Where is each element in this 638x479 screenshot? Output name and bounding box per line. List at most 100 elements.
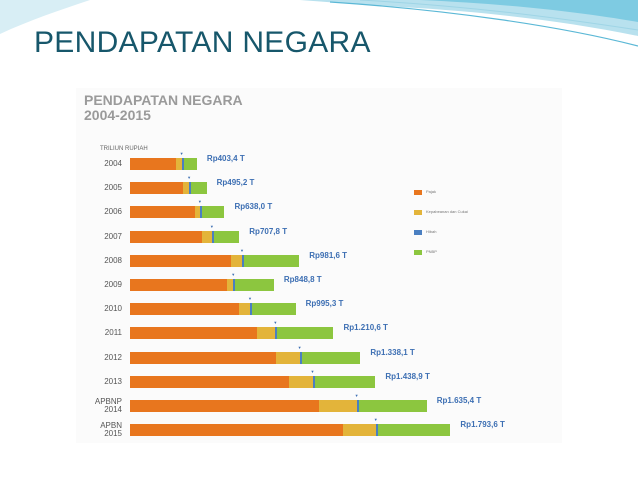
bar-segment-hibah <box>249 303 252 316</box>
legend-label: PNBP <box>426 249 437 254</box>
stacked-bar <box>130 182 207 195</box>
bar-segment-kep <box>239 303 250 316</box>
bar-segment-pnbp <box>183 158 197 170</box>
total-label: Rp1.338,1 T <box>370 347 415 357</box>
bar-segment-kep <box>319 400 357 412</box>
bar-segment-pajak <box>130 158 176 170</box>
legend-item: Pajak <box>414 188 468 196</box>
bar-segment-hibah <box>181 158 184 170</box>
hibah-marker: ▼ <box>354 393 359 398</box>
bar-segment-pnbp <box>244 254 300 267</box>
total-label: Rp1.438,9 T <box>385 371 430 381</box>
bar-segment-kep <box>275 351 300 364</box>
bar-segment-pnbp <box>191 182 207 195</box>
unit-label: TRILIUN RUPIAH <box>100 146 148 152</box>
year-label: 2004 <box>104 159 122 168</box>
stacked-bar <box>130 279 274 291</box>
year-label: 2008 <box>104 255 122 265</box>
legend-swatch <box>414 229 422 235</box>
total-label: Rp1.210,6 T <box>343 323 388 333</box>
hibah-marker: ▼ <box>310 368 315 374</box>
total-label: Rp495,2 T <box>216 178 255 188</box>
total-label: Rp1.793,6 T <box>460 420 505 430</box>
stacked-bar <box>130 230 240 243</box>
year-label: APBNP 2014 <box>94 397 122 414</box>
bar-segment-pajak <box>130 279 227 291</box>
hibah-marker: ▼ <box>179 151 184 156</box>
bar-segment-hibah <box>242 254 244 267</box>
slide-header-waves <box>0 0 638 47</box>
stacked-bar <box>130 254 300 267</box>
bar-segment-kep <box>230 254 242 267</box>
bar-segment-pnbp <box>314 375 376 388</box>
legend-label: Pajak <box>426 189 437 194</box>
bar-segment-pnbp <box>301 351 361 364</box>
bar-segment-pajak <box>130 206 195 219</box>
year-label: APBN 2015 <box>100 421 122 439</box>
bar-segment-kep <box>194 206 200 219</box>
total-label: Rp403,4 T <box>206 154 245 163</box>
bar-segment-pnbp <box>358 400 427 412</box>
bar-segment-hibah <box>356 400 359 412</box>
year-label: 2007 <box>104 231 122 241</box>
stacked-bar <box>130 424 451 437</box>
year-label: 2006 <box>104 207 122 217</box>
bar-segment-pnbp <box>201 206 225 219</box>
legend-swatch <box>414 249 422 255</box>
year-label: 2011 <box>104 328 122 338</box>
year-label: 2009 <box>104 280 122 289</box>
bar-segment-pajak <box>130 327 258 340</box>
bar-segment-pajak <box>130 400 320 412</box>
year-label: 2012 <box>104 352 122 362</box>
stacked-bar <box>130 158 197 170</box>
legend-label: Kepabeanan dan Cukai <box>426 209 468 214</box>
stacked-bar <box>130 303 296 316</box>
bar-segment-pajak <box>130 424 344 437</box>
bar-segment-kep <box>202 230 212 243</box>
legend-label: Hibah <box>426 229 437 234</box>
year-label: 2005 <box>104 183 122 193</box>
bar-segment-pajak <box>130 375 289 388</box>
bar-segment-pajak <box>130 254 231 267</box>
bar-segment-hibah <box>312 375 315 388</box>
legend-item: Kepabeanan dan Cukai <box>414 208 468 216</box>
chart-title: PENDAPATAN NEGARA <box>84 92 243 108</box>
stacked-bar <box>130 400 427 412</box>
bar-segment-pajak <box>130 351 276 364</box>
legend: Pajak Kepabeanan dan Cukai Hibah PNBP <box>414 188 468 268</box>
hibah-marker: ▼ <box>187 175 192 181</box>
legend-swatch <box>414 189 422 195</box>
year-label: 2013 <box>104 376 122 386</box>
total-label: Rp981,6 T <box>309 250 348 260</box>
hibah-marker: ▼ <box>231 272 236 277</box>
bar-segment-kep <box>257 327 276 340</box>
bar-segment-pajak <box>130 230 203 243</box>
bar-segment-pnbp <box>235 279 274 291</box>
total-label: Rp638,0 T <box>234 202 273 212</box>
bar-segment-kep <box>226 279 234 291</box>
bar-segment-hibah <box>233 279 236 291</box>
bar-segment-hibah <box>275 327 278 340</box>
hibah-marker: ▼ <box>247 296 252 302</box>
stacked-bar <box>130 375 376 388</box>
year-label: 2010 <box>104 304 122 314</box>
bar-segment-hibah <box>375 424 378 437</box>
total-label: Rp707,8 T <box>249 226 288 236</box>
stacked-bar <box>130 206 225 219</box>
chart-subtitle: 2004-2015 <box>84 107 151 123</box>
bar-segment-kep <box>288 375 313 388</box>
bar-segment-pnbp <box>277 327 334 340</box>
total-label: Rp848,8 T <box>283 275 322 284</box>
hibah-marker: ▼ <box>373 417 378 423</box>
hibah-marker: ▼ <box>197 199 202 205</box>
stacked-bar <box>130 351 361 364</box>
bar-segment-hibah <box>299 351 302 364</box>
bar-segment-hibah <box>211 230 214 243</box>
bar-segment-pajak <box>130 303 240 316</box>
bar-segment-pajak <box>130 182 184 195</box>
bar-segment-pnbp <box>251 303 296 316</box>
legend-item: Hibah <box>414 228 468 236</box>
hibah-marker: ▼ <box>273 320 278 326</box>
bar-segment-hibah <box>199 206 202 219</box>
hibah-marker: ▼ <box>297 344 302 350</box>
